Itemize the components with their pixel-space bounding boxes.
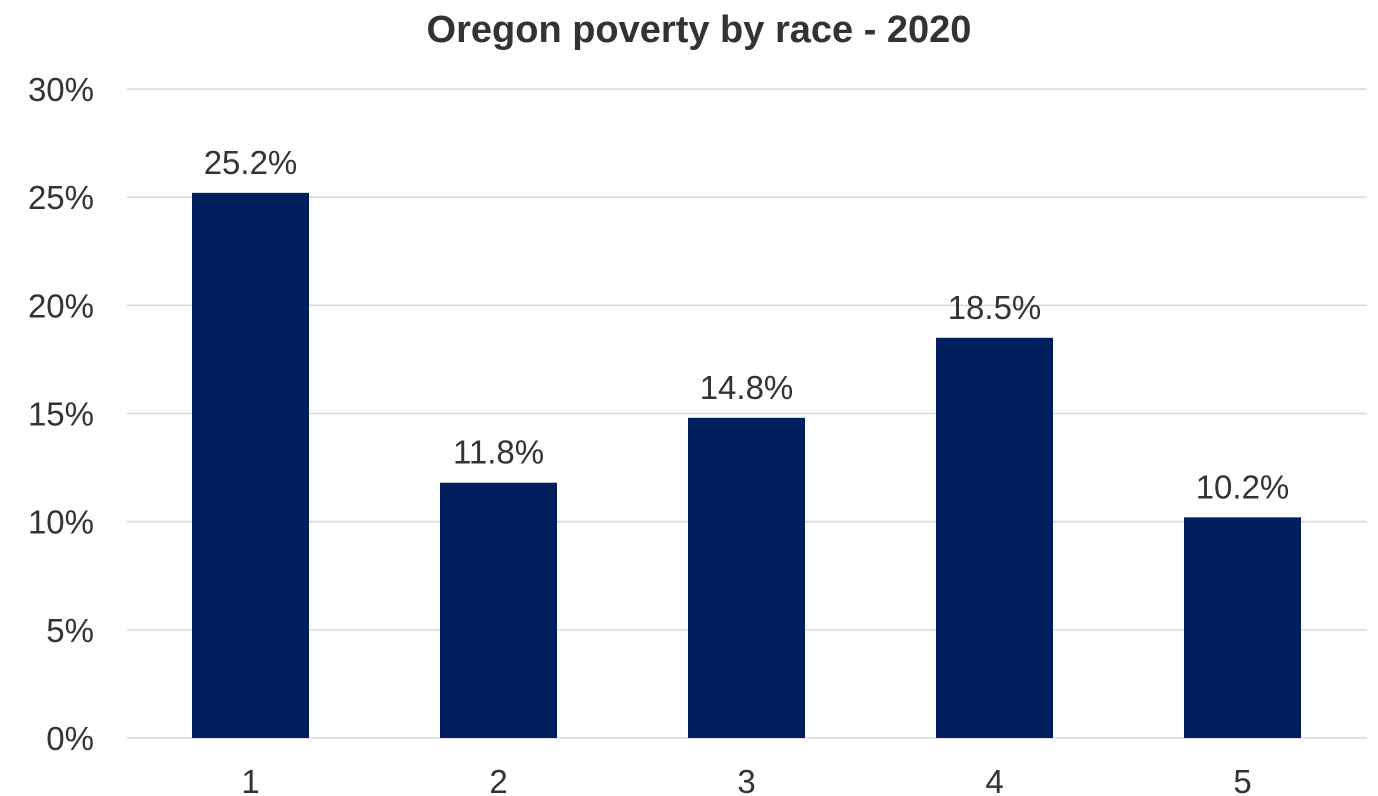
- data-label-4: 18.5%: [948, 289, 1042, 326]
- y-tick-label: 5%: [46, 612, 94, 649]
- y-tick-label: 0%: [46, 720, 94, 757]
- y-tick-label: 25%: [28, 179, 94, 216]
- bars: [192, 192, 1301, 739]
- y-tick-label: 10%: [28, 504, 94, 541]
- bar-1: [192, 192, 309, 739]
- data-label-2: 11.8%: [453, 434, 544, 471]
- bar-4: [936, 337, 1053, 738]
- x-tick-label-5: 5: [1233, 763, 1251, 796]
- y-axis-tick-labels: 0% 5% 10% 15% 20% 25% 30%: [28, 71, 94, 757]
- x-tick-label-2: 2: [489, 763, 507, 796]
- y-tick-label: 15%: [28, 396, 94, 433]
- x-tick-label-4: 4: [985, 763, 1003, 796]
- bar-3: [688, 417, 805, 738]
- data-label-3: 14.8%: [700, 369, 794, 406]
- bar-2: [440, 482, 557, 738]
- y-tick-label: 20%: [28, 287, 94, 324]
- x-tick-label-3: 3: [737, 763, 755, 796]
- data-labels: 25.2% 11.8% 14.8% 18.5% 10.2%: [204, 144, 1290, 506]
- y-tick-label: 30%: [28, 71, 94, 108]
- chart-title: Oregon poverty by race - 2020: [427, 9, 972, 51]
- data-label-5: 10.2%: [1196, 468, 1290, 505]
- x-axis-tick-labels: 1 2 3 4 5: [241, 763, 1251, 796]
- x-tick-label-1: 1: [241, 763, 259, 796]
- data-label-1: 25.2%: [204, 144, 298, 181]
- bar-5: [1184, 517, 1301, 738]
